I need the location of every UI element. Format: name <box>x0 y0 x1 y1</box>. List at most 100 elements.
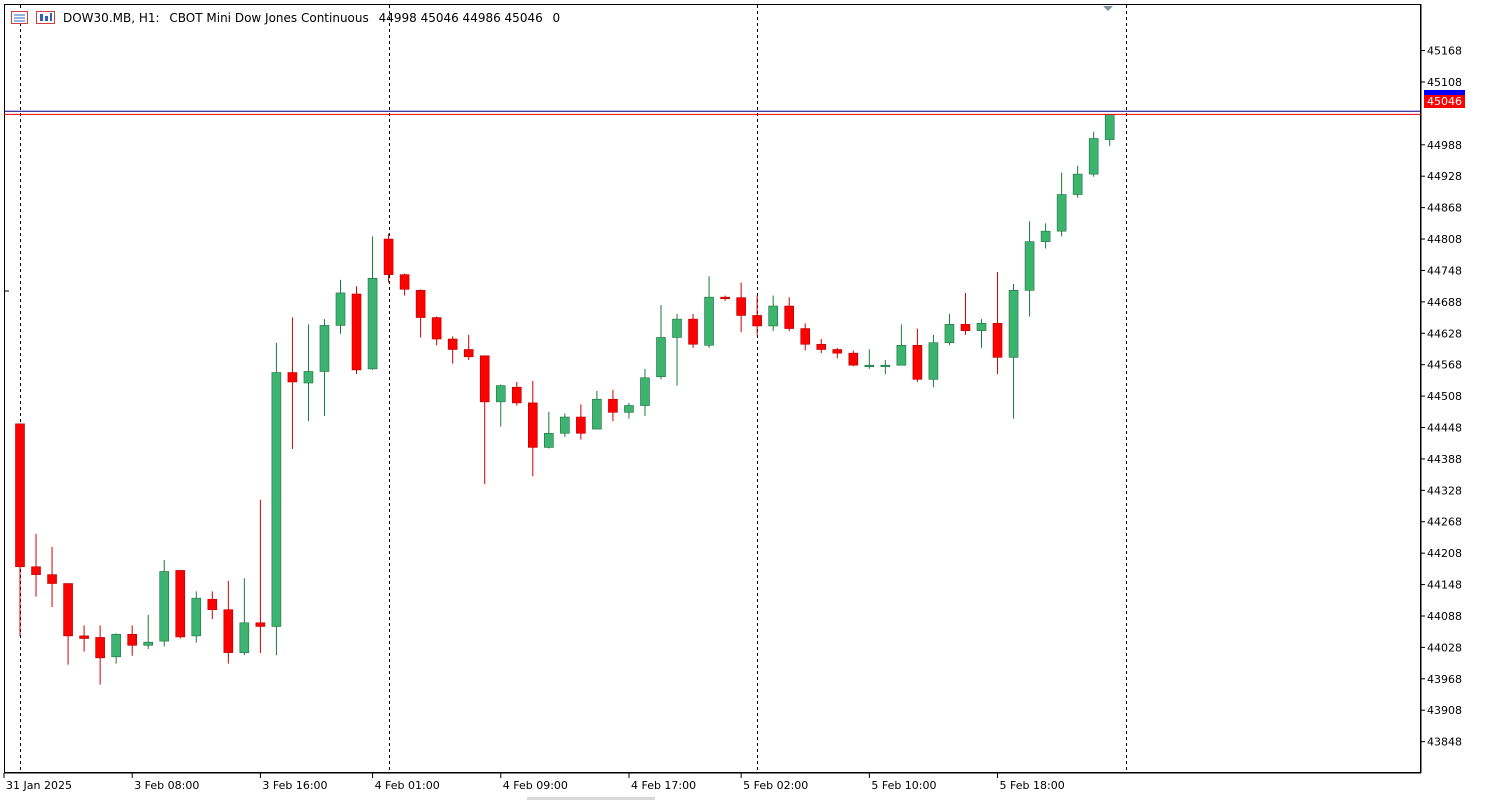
day-separators <box>20 5 1127 772</box>
header-description: CBOT Mini Dow Jones Continuous <box>169 11 368 25</box>
candle <box>784 297 795 332</box>
candle-body-bull <box>111 634 121 658</box>
candle <box>463 334 474 360</box>
candle-body-bear <box>287 372 298 383</box>
candle-body-bull <box>1088 138 1099 175</box>
candle <box>704 276 714 348</box>
x-tick-label: 4 Feb 01:00 <box>375 779 440 792</box>
x-tick-label: 31 Jan 2025 <box>6 779 72 792</box>
candle <box>15 423 25 636</box>
candle-body-bull <box>1008 290 1019 358</box>
candle-body-bull <box>303 371 314 384</box>
candle <box>912 328 923 382</box>
candle-body-bear <box>511 386 522 404</box>
scrollbar-thumb[interactable] <box>527 797 655 800</box>
candle-body-bull <box>143 641 153 646</box>
y-tick-label: 44148 <box>1427 579 1462 592</box>
candle-body-bull <box>319 325 330 372</box>
candle-body-bear <box>47 574 57 584</box>
candle <box>175 570 186 639</box>
header-extra: 0 <box>553 11 561 25</box>
candle-body-bull <box>896 345 907 366</box>
candle-body-bear <box>447 338 458 350</box>
candle <box>928 334 939 388</box>
chart-shift-marker[interactable] <box>1103 6 1113 11</box>
chart-window-icon[interactable] <box>36 11 55 24</box>
candle <box>592 390 602 430</box>
y-tick-label: 43968 <box>1427 673 1462 686</box>
x-tick-label: 5 Feb 18:00 <box>1000 779 1065 792</box>
candle <box>960 292 971 335</box>
candle-body-bear <box>223 609 234 653</box>
candle <box>800 323 811 351</box>
candle <box>576 404 586 440</box>
candle <box>159 559 170 647</box>
candle-body-bear <box>255 622 266 627</box>
candle <box>720 295 730 301</box>
y-tick-label: 43848 <box>1427 736 1462 749</box>
trade-panel-icon[interactable] <box>11 11 28 24</box>
candle <box>624 402 634 419</box>
candle-body-bear <box>175 570 186 638</box>
ask-price-label <box>1424 90 1465 97</box>
candle-body-bear <box>736 297 746 316</box>
candle-body-bull <box>560 416 570 434</box>
candle <box>207 591 218 620</box>
candle-body-bear <box>63 583 73 637</box>
candle-body-bear <box>527 402 538 448</box>
header-ohlc: 44998 45046 44986 45046 <box>379 11 543 25</box>
candle-body-bear <box>784 305 795 329</box>
candle <box>944 313 955 346</box>
candle-body-bear <box>832 349 843 354</box>
candle <box>864 349 875 369</box>
y-tick-label: 44328 <box>1427 484 1462 497</box>
candle-body-bear <box>752 315 762 327</box>
candle-body-bull <box>544 432 554 448</box>
candle <box>303 324 314 422</box>
candle <box>431 316 442 346</box>
candle-body-bull <box>271 372 282 627</box>
candle <box>544 411 554 449</box>
y-tick-label: 44808 <box>1427 233 1462 246</box>
x-tick-label: 5 Feb 10:00 <box>871 779 936 792</box>
y-tick-label: 43908 <box>1427 704 1462 717</box>
candle-body-bull <box>335 292 346 326</box>
candle-body-bear <box>399 274 410 290</box>
y-tick-label: 44568 <box>1427 359 1462 372</box>
x-tick-label: 4 Feb 09:00 <box>503 779 568 792</box>
candle <box>1040 223 1051 249</box>
candle-body-bear <box>608 398 618 413</box>
candle-body-bull <box>656 337 666 378</box>
candle <box>752 295 762 335</box>
y-tick-label: 44088 <box>1427 610 1462 623</box>
candle-body-bear <box>15 423 25 568</box>
candle-body-bull <box>704 296 714 346</box>
candle <box>191 591 202 643</box>
candle <box>31 533 41 597</box>
candle <box>1008 284 1019 419</box>
candle <box>640 368 650 416</box>
candle <box>832 347 843 359</box>
candle <box>479 355 490 485</box>
candle <box>880 359 891 375</box>
candle-body-bull <box>944 324 955 343</box>
candle-body-bull <box>239 622 250 653</box>
candle-body-bear <box>31 566 41 575</box>
candle <box>768 295 778 332</box>
candle-body-bull <box>367 277 378 370</box>
candle-body-bull <box>768 305 778 327</box>
candle-body-bear <box>207 598 218 610</box>
y-tick-label: 44448 <box>1427 422 1462 435</box>
candle <box>95 625 105 685</box>
candle-body-bear <box>463 349 474 358</box>
candle <box>319 319 330 416</box>
candle <box>495 384 506 427</box>
candle-body-bull <box>495 385 506 403</box>
candle-body-bear <box>960 324 971 331</box>
candle <box>335 279 346 334</box>
candle-body-bull <box>592 398 602 430</box>
candle-body-bull <box>1040 230 1051 242</box>
candle <box>255 499 266 654</box>
